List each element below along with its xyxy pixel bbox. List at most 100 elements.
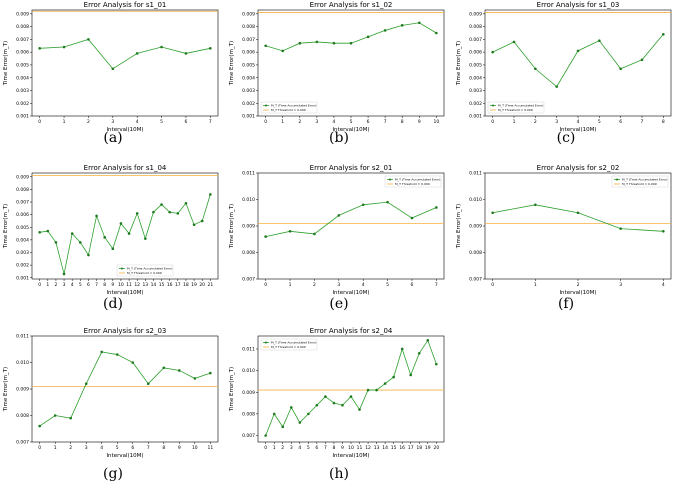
data-point <box>349 41 353 45</box>
x-tick-label: 20 <box>433 445 439 451</box>
data-point <box>100 350 104 354</box>
plot-frame <box>257 172 445 280</box>
chart-svg: Error Analysis for s1_04 Interval(10M) Tim… <box>3 164 219 296</box>
data-point <box>168 210 171 214</box>
x-tick-label: 6 <box>87 282 90 288</box>
x-tick-label: 10 <box>433 119 439 125</box>
legend-box <box>260 101 318 114</box>
data-point <box>435 206 438 209</box>
x-tick-label: 16 <box>167 282 173 288</box>
x-tick-label: 11 <box>126 282 132 288</box>
legend-line-label: M_T (Time Accumulated Error) <box>498 104 543 108</box>
y-axis-label: Time Error(m_T) <box>229 41 235 86</box>
caption-f: (f) <box>557 296 575 312</box>
data-point <box>383 382 387 385</box>
chart-title: Error Analysis for s1_02 <box>310 1 393 9</box>
data-point <box>69 416 73 420</box>
y-tick-label: 0.004 <box>16 75 29 81</box>
data-point <box>127 232 131 235</box>
y-tick-label: 0.008 <box>16 413 29 419</box>
data-point <box>281 49 285 53</box>
data-point <box>598 39 601 42</box>
data-point <box>111 247 115 251</box>
plot-frame <box>484 172 672 280</box>
y-tick-label: 0.007 <box>16 440 29 446</box>
x-axis-label: Interval(10M) <box>332 453 369 459</box>
x-tick-label: 0 <box>38 282 41 288</box>
data-point <box>135 212 139 215</box>
plot-frame <box>257 9 445 117</box>
x-axis-label: Interval(10M) <box>559 290 596 296</box>
y-tick-label: 0.004 <box>16 237 29 243</box>
data-point <box>435 31 438 35</box>
legend-box <box>487 101 545 114</box>
x-tick-label: 4 <box>577 119 580 125</box>
y-tick-label: 0.011 <box>16 334 29 340</box>
x-tick-label: 9 <box>111 282 114 288</box>
data-point <box>281 425 285 429</box>
x-tick-label: 3 <box>290 445 293 451</box>
chart-panel-b: Error Analysis for s1_02 Interval(10M) Tim… <box>226 0 452 163</box>
y-tick-label: 0.005 <box>242 63 255 69</box>
y-tick-label: 0.004 <box>242 75 255 81</box>
y-tick-label: 0.009 <box>242 224 255 230</box>
data-point <box>298 41 302 45</box>
x-tick-label: 10 <box>118 282 124 288</box>
data-point <box>298 421 302 424</box>
y-tick-label: 0.002 <box>16 101 29 107</box>
x-tick-label: 2 <box>313 282 316 288</box>
y-tick-label: 0.009 <box>469 11 482 17</box>
data-point <box>640 58 644 62</box>
y-tick-label: 0.002 <box>16 263 29 269</box>
legend-marker-swatch <box>265 104 267 107</box>
data-point <box>192 223 196 227</box>
data-point <box>272 412 276 416</box>
legend-threshold-label: M_T Threshold = 0.009 <box>622 182 657 186</box>
x-axis-label: Interval(10M) <box>559 127 596 133</box>
data-point <box>200 219 204 223</box>
caption-e: (e) <box>329 296 349 312</box>
x-axis-label: Interval(10M) <box>106 290 143 296</box>
y-tick-label: 0.008 <box>16 187 29 193</box>
x-tick-label: 0 <box>264 282 267 288</box>
legend-box <box>611 175 669 188</box>
x-tick-label: 6 <box>315 445 318 451</box>
data-point <box>313 232 316 236</box>
y-tick-label: 0.010 <box>242 368 255 374</box>
y-tick-label: 0.002 <box>469 101 482 107</box>
x-tick-label: 13 <box>374 445 380 451</box>
plot-frame <box>31 172 219 280</box>
x-tick-label: 1 <box>281 119 284 125</box>
data-point <box>491 50 494 54</box>
data-point <box>87 38 90 41</box>
x-tick-label: 7 <box>384 119 387 125</box>
data-point <box>131 361 135 364</box>
caption-b: (b) <box>329 130 349 146</box>
x-tick-label: 5 <box>598 119 601 125</box>
data-point <box>409 373 413 377</box>
y-tick-label: 0.009 <box>16 174 29 180</box>
data-point <box>95 214 98 218</box>
x-tick-label: 7 <box>324 445 327 451</box>
data-point <box>392 375 395 379</box>
x-tick-label: 0 <box>264 445 267 451</box>
data-point <box>410 216 414 220</box>
data-point <box>366 388 370 392</box>
caption-a: (a) <box>103 130 123 146</box>
y-tick-label: 0.011 <box>242 171 255 177</box>
y-tick-label: 0.006 <box>469 50 482 56</box>
data-point <box>264 44 267 48</box>
x-tick-label: 7 <box>641 119 644 125</box>
data-point <box>534 67 537 71</box>
x-tick-label: 3 <box>111 119 114 125</box>
data-point <box>209 47 212 50</box>
y-tick-label: 0.003 <box>242 88 255 94</box>
y-tick-label: 0.007 <box>469 37 482 43</box>
y-tick-label: 0.009 <box>242 390 255 396</box>
data-point <box>54 241 58 244</box>
legend-marker-swatch <box>389 178 391 181</box>
x-tick-label: 11 <box>357 445 363 451</box>
y-axis-label: Time Error(m_T) <box>3 367 9 412</box>
x-tick-label: 10 <box>192 445 198 451</box>
x-tick-label: 19 <box>191 282 197 288</box>
